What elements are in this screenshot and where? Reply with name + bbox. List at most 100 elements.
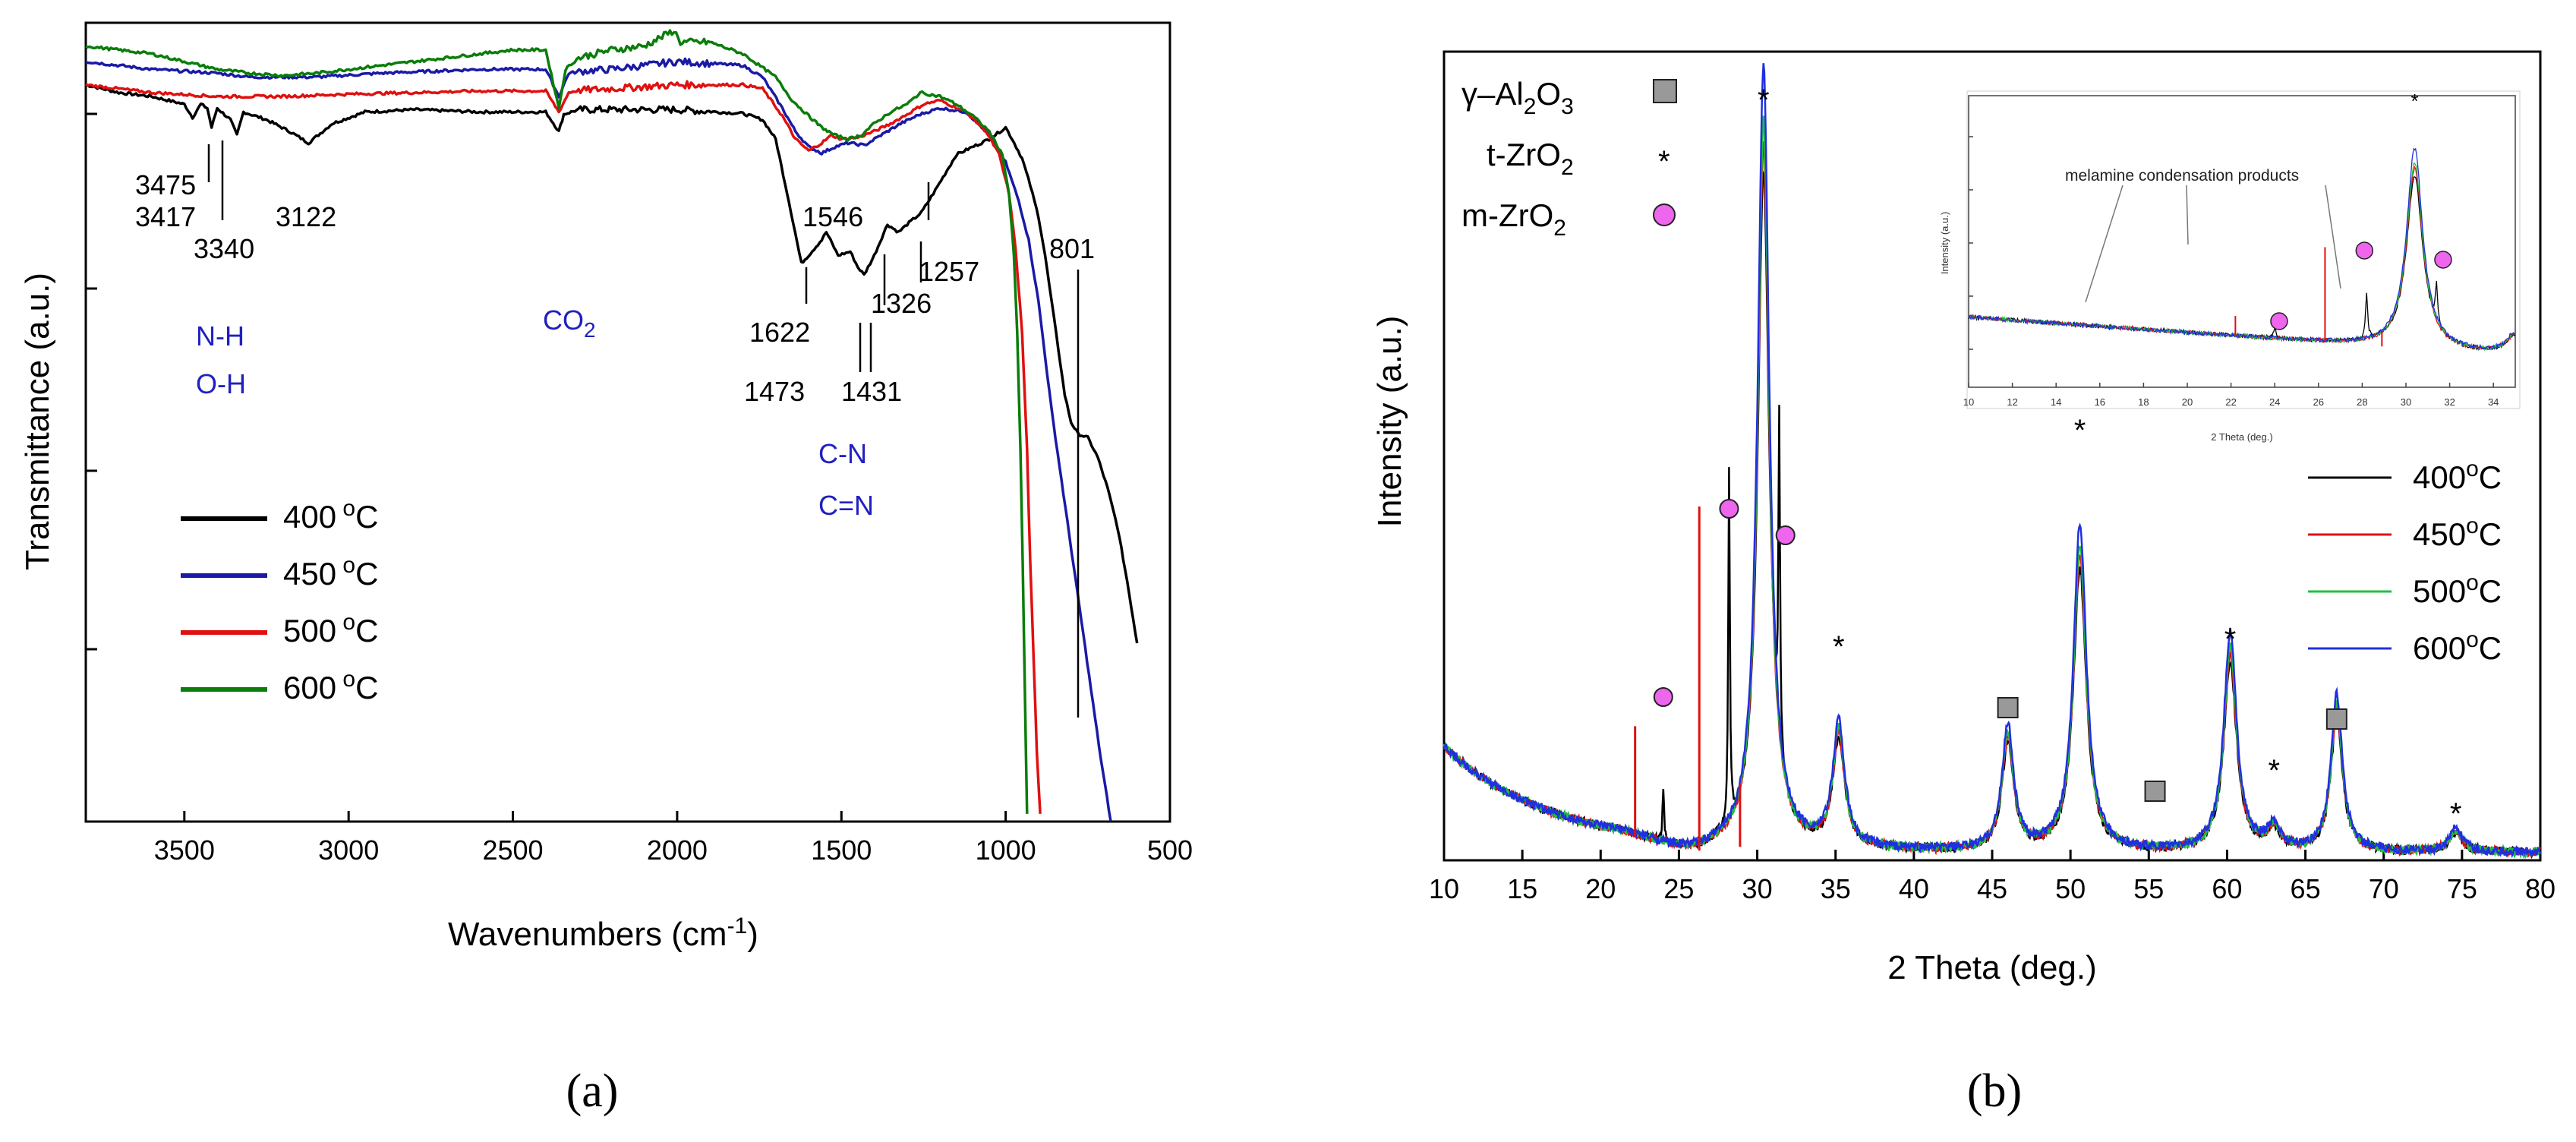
xtick-label: 70 (2369, 873, 2399, 904)
xtick-label: 24 (2269, 396, 2280, 408)
phase-legend-mzro2: m-ZrO2 (1461, 197, 1566, 241)
peak-label: 801 (1049, 233, 1095, 264)
square-marker-icon (2325, 708, 2347, 730)
inset-series-line (1968, 147, 2516, 350)
xtick-label: 14 (2051, 396, 2061, 408)
legend-label: 600 oC (283, 667, 378, 705)
peak-label: 3340 (194, 233, 254, 264)
star-marker-icon: * (1658, 145, 1670, 178)
panel-a-frame (84, 21, 1171, 823)
panel-a: 3500 3000 2500 2000 1500 1000 500 3475 3417 33… (19, 21, 1193, 1117)
circle-marker-icon (1653, 203, 1676, 226)
group-label-cdn: C=N (818, 490, 874, 521)
phase-legend: γ–Al2O3 t-ZrO2 * m-ZrO2 (1461, 76, 1677, 241)
xtick-label: 20 (1585, 873, 1616, 904)
legend-label: 600oC (2413, 627, 2502, 666)
inset-frame (1968, 95, 2516, 388)
panel-a-xticks: 3500 3000 2500 2000 1500 1000 500 (154, 811, 1193, 866)
star-marker-icon: * (2269, 754, 2281, 787)
peak-label: 3417 (135, 201, 196, 232)
xtick-label: 40 (1899, 873, 1929, 904)
peak-label: 1473 (744, 376, 805, 407)
xtick-label: 55 (2133, 873, 2164, 904)
panel-a-legend: 400 oC 450 oC 500 oC 600 oC (181, 496, 378, 705)
circle-marker-icon (2270, 312, 2288, 330)
legend-label: 450oC (2413, 513, 2502, 552)
xtick-label: 75 (2447, 873, 2477, 904)
group-label-cn: C-N (818, 438, 867, 469)
circle-marker-icon (2355, 241, 2374, 260)
series-line (85, 29, 1029, 814)
xtick-label: 2000 (647, 834, 708, 866)
square-marker-icon (1997, 697, 2019, 718)
inset-xlabel: 2 Theta (deg.) (2211, 431, 2272, 443)
phase-legend-tzro2: t-ZrO2 (1487, 137, 1574, 180)
xtick-label: 65 (2291, 873, 2321, 904)
group-label-oh: O-H (196, 368, 246, 399)
star-marker-icon: * (2074, 414, 2086, 447)
star-marker-icon: * (2410, 90, 2418, 112)
arrow-line (2325, 185, 2341, 289)
legend-label: 400oC (2413, 456, 2502, 495)
peak-labels: 3475 3417 3340 3122 1546 1257 801 1326 1… (135, 169, 1095, 407)
inset-markers: * (2270, 90, 2452, 330)
panel-a-ylabel: Transmittance (a.u.) (19, 273, 56, 570)
peak-label: 3122 (276, 201, 336, 232)
arrow-line (2186, 185, 2189, 245)
xtick-label: 45 (1977, 873, 2007, 904)
xtick-label: 3500 (154, 834, 215, 866)
circle-marker-icon (1719, 499, 1739, 519)
circle-marker-icon (1653, 687, 1673, 707)
peak-label: 1431 (841, 376, 902, 407)
xtick-label: 26 (2313, 396, 2324, 408)
inset-xticks: 10 12 14 16 18 20 22 24 26 28 30 32 34 (1963, 136, 2499, 408)
xtick-label: 1500 (811, 834, 872, 866)
xtick-label: 25 (1663, 873, 1694, 904)
xtick-label: 3000 (318, 834, 379, 866)
panel-b: 10 15 20 25 30 35 40 45 50 55 60 65 70 75 80 * * * * * * γ–… (1371, 50, 2556, 1117)
circle-marker-icon (2434, 251, 2452, 269)
xtick-label: 500 (1147, 834, 1193, 866)
legend-label: 500 oC (283, 610, 378, 648)
group-labels: N-H O-H CO2 C-N C=N (196, 304, 874, 521)
panel-b-label: (b) (1967, 1065, 2022, 1117)
xtick-label: 16 (2095, 396, 2105, 408)
legend-label: 400 oC (283, 496, 378, 535)
star-marker-icon: * (2224, 623, 2237, 656)
xtick-label: 10 (1429, 873, 1459, 904)
xtick-label: 30 (1742, 873, 1773, 904)
xtick-label: 1000 (976, 834, 1036, 866)
xtick-label: 80 (2525, 873, 2556, 904)
peak-label: 3475 (135, 169, 196, 200)
series-line (1442, 63, 2542, 859)
panel-a-yticks (86, 112, 97, 651)
square-marker-icon (1653, 79, 1677, 103)
circle-marker-icon (1775, 525, 1796, 545)
xtick-label: 22 (2225, 396, 2236, 408)
panel-a-label: (a) (566, 1065, 619, 1117)
xtick-label: 34 (2488, 396, 2499, 408)
xtick-label: 2500 (482, 834, 543, 866)
xtick-label: 12 (2007, 396, 2017, 408)
xtick-label: 10 (1963, 396, 1974, 408)
inset-annotation: melamine condensation products (2065, 167, 2299, 185)
series-line (85, 83, 1139, 644)
xtick-label: 28 (2357, 396, 2367, 408)
panel-b-xticks: 10 15 20 25 30 35 40 45 50 55 60 65 70 75 80 (1429, 850, 2556, 904)
panel-b-series (1442, 63, 2542, 860)
star-marker-icon: * (2450, 797, 2462, 831)
inset-series: * (1968, 90, 2516, 352)
peak-label: 1326 (871, 288, 932, 319)
xtick-label: 60 (2212, 873, 2242, 904)
panel-b-phase-markers: * * * * * * (1653, 84, 2462, 831)
xtick-label: 50 (2055, 873, 2086, 904)
panel-b-ylabel: Intensity (a.u.) (1371, 316, 1408, 528)
star-marker-icon: * (1833, 630, 1845, 664)
phase-legend-al2o3: γ–Al2O3 (1461, 76, 1574, 119)
xtick-label: 30 (2401, 396, 2411, 408)
group-label-co2: CO2 (543, 304, 596, 342)
xtick-label: 32 (2444, 396, 2455, 408)
group-label-nh: N-H (196, 320, 244, 352)
inset-background (1966, 90, 2521, 409)
